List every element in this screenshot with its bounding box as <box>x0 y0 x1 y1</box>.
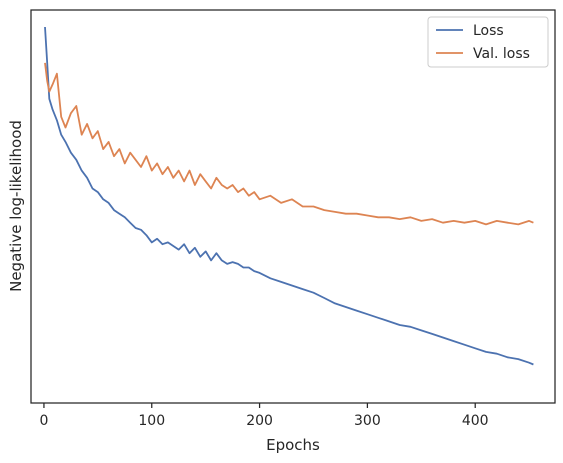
axes-frame <box>30 9 556 404</box>
legend-label-loss: Loss <box>473 23 504 39</box>
x-tick-label: 100 <box>138 413 165 429</box>
x-axis-ticks: 0 100 200 300 400 <box>39 403 489 429</box>
x-tick-label: 200 <box>246 413 273 429</box>
series-line-val-loss <box>44 62 534 226</box>
y-axis-label: Negative log-likelihood <box>7 120 25 292</box>
x-tick-label: 0 <box>39 413 48 429</box>
x-tick-label: 400 <box>462 413 489 429</box>
series-line-loss <box>44 26 534 366</box>
plot-lines <box>44 26 534 366</box>
legend-label-val-loss: Val. loss <box>473 46 530 62</box>
x-tick-label: 300 <box>354 413 381 429</box>
legend: Loss Val. loss <box>427 16 549 68</box>
x-axis-label: Epochs <box>266 436 320 454</box>
